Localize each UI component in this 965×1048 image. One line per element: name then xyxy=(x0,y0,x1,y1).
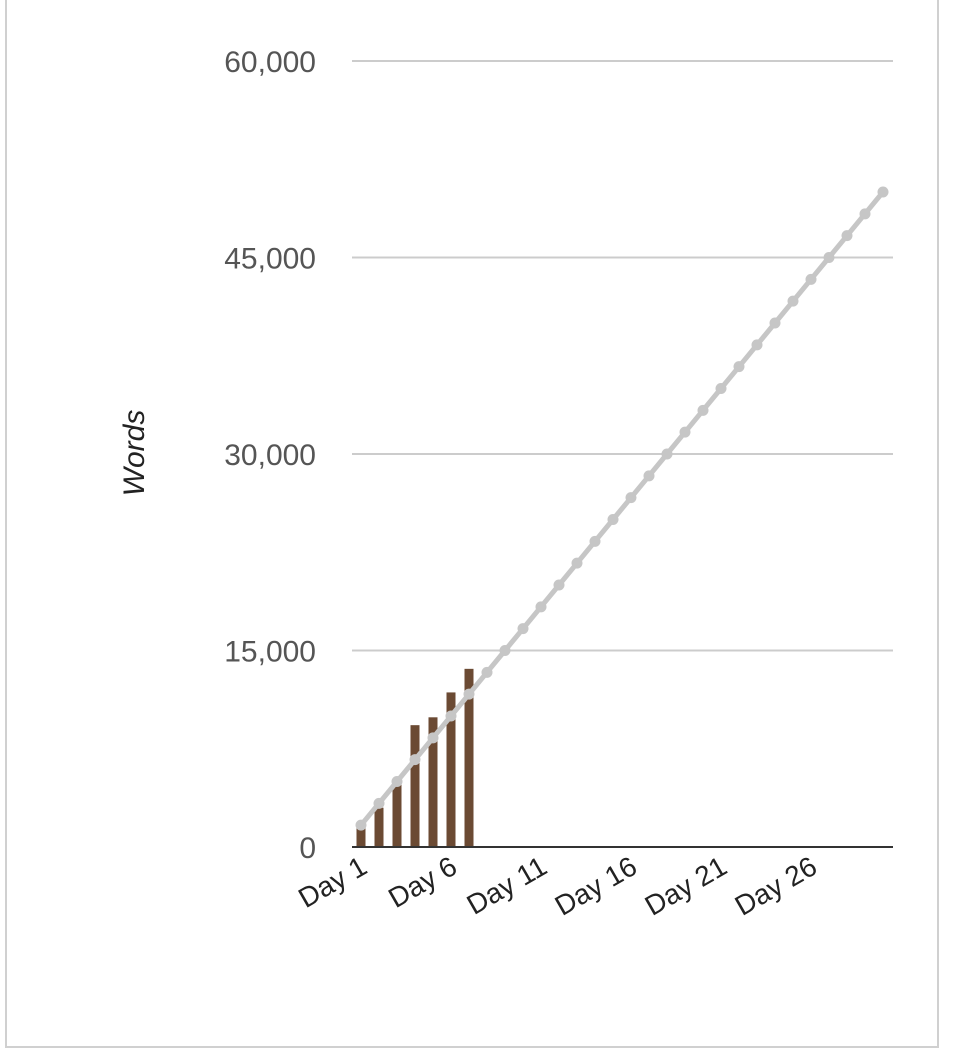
line-point xyxy=(751,339,763,351)
bar xyxy=(374,807,384,847)
x-tick-label: Day 6 xyxy=(383,850,462,913)
y-tick-label: 30,000 xyxy=(224,439,316,472)
bar xyxy=(464,668,474,847)
line-point xyxy=(535,601,547,613)
y-axis-tick-labels: 0 15,000 30,000 45,000 60,000 xyxy=(224,46,316,865)
bar xyxy=(410,725,420,847)
x-tick-label: Day 26 xyxy=(730,850,822,921)
line-point xyxy=(571,557,583,569)
line-series xyxy=(355,186,889,831)
line-point xyxy=(427,732,439,744)
line-point xyxy=(697,404,709,416)
line-point xyxy=(463,688,475,700)
bar xyxy=(356,824,366,847)
line-point xyxy=(805,273,817,285)
line-point xyxy=(499,645,511,656)
bar-series xyxy=(356,668,474,847)
bar xyxy=(428,717,438,847)
line-point xyxy=(859,208,871,220)
x-tick-label: Day 21 xyxy=(640,850,732,921)
line-point xyxy=(607,514,619,525)
line-point xyxy=(445,710,457,722)
y-tick-label: 60,000 xyxy=(224,46,316,79)
line-point xyxy=(661,448,673,460)
bar xyxy=(392,784,402,847)
line-point xyxy=(517,623,529,635)
y-tick-label: 45,000 xyxy=(224,243,316,276)
line-point xyxy=(769,317,781,329)
y-axis-title: Words xyxy=(118,410,151,497)
chart-frame xyxy=(5,0,939,1048)
line-point xyxy=(877,186,889,198)
line-point xyxy=(481,666,493,678)
bar xyxy=(446,692,456,847)
line-point xyxy=(643,470,655,482)
line-point xyxy=(823,252,835,263)
x-tick-label: Day 16 xyxy=(550,850,642,921)
line-point xyxy=(553,579,565,591)
line-point xyxy=(715,383,727,394)
gridlines xyxy=(352,60,893,652)
x-tick-label: Day 11 xyxy=(461,850,552,920)
y-tick-label: 15,000 xyxy=(224,636,316,669)
line-point xyxy=(679,426,691,438)
y-tick-label: 0 xyxy=(299,832,316,865)
line-point xyxy=(391,776,403,787)
series-line xyxy=(358,189,886,828)
line-point xyxy=(355,819,367,831)
line-point xyxy=(733,361,745,373)
line-point xyxy=(373,797,385,809)
line-point xyxy=(787,295,799,307)
line-point xyxy=(589,535,601,547)
line-point xyxy=(409,754,421,766)
line-point xyxy=(625,492,637,504)
line-point xyxy=(841,230,853,242)
